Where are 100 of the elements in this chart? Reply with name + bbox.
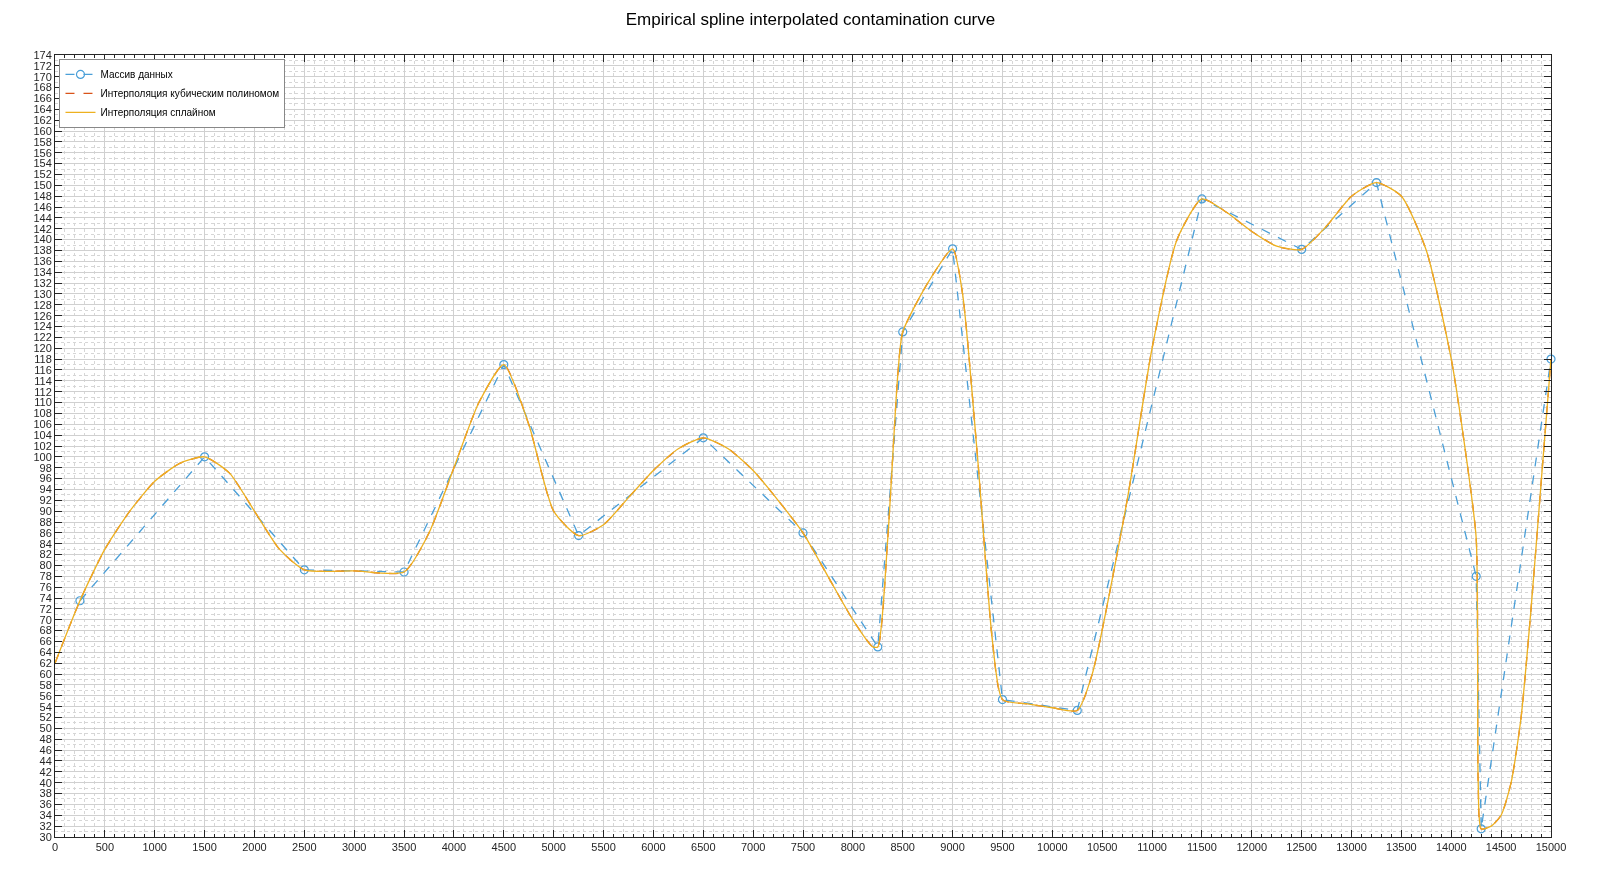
y-tick-label: 56 — [39, 689, 52, 702]
y-tick-label: 84 — [39, 537, 52, 550]
x-tick-label: 8000 — [840, 841, 866, 854]
y-tick-label: 126 — [33, 309, 52, 322]
y-tick-label: 116 — [34, 363, 52, 376]
y-tick-label: 76 — [39, 581, 52, 594]
y-tick-label: 80 — [39, 559, 52, 572]
y-tick-label: 86 — [39, 526, 52, 539]
y-tick-label: 94 — [39, 483, 52, 496]
y-tick-label: 146 — [33, 200, 52, 213]
y-tick-label: 46 — [39, 743, 52, 756]
y-tick-label: 102 — [33, 439, 52, 452]
y-tick-label: 122 — [33, 331, 52, 344]
y-tick-label: 32 — [39, 819, 52, 832]
y-tick-label: 104 — [33, 428, 52, 441]
y-tick-label: 106 — [33, 418, 52, 431]
y-tick-label: 130 — [33, 287, 52, 300]
y-tick-label: 98 — [39, 461, 52, 474]
x-tick-label: 0 — [51, 841, 59, 854]
y-tick-label: 38 — [39, 787, 52, 800]
y-tick-label: 132 — [33, 276, 52, 289]
y-tick-label: 52 — [39, 711, 52, 724]
y-tick-label: 42 — [39, 765, 52, 778]
x-tick-label: 8500 — [890, 841, 915, 854]
y-tick-label: 68 — [39, 624, 52, 637]
x-tick-label: 1500 — [192, 841, 217, 854]
y-tick-label: 138 — [33, 244, 52, 257]
x-tick-label: 3000 — [341, 841, 367, 854]
y-tick-label: 34 — [39, 809, 52, 822]
x-tick-label: 12000 — [1236, 841, 1268, 854]
y-tick-label: 150 — [33, 179, 52, 192]
x-tick-label: 3500 — [391, 841, 417, 854]
y-tick-label: 40 — [39, 776, 52, 789]
y-tick-label: 96 — [39, 472, 52, 485]
y-tick-label: 30 — [39, 830, 52, 843]
x-tick-label: 2000 — [242, 841, 267, 854]
y-tick-label: 48 — [39, 733, 52, 746]
y-tick-label: 128 — [33, 298, 52, 311]
x-tick-label: 500 — [95, 841, 115, 854]
y-tick-label: 62 — [39, 657, 52, 670]
y-tick-label: 148 — [33, 190, 52, 203]
y-tick-label: 144 — [33, 211, 52, 224]
y-tick-label: 72 — [39, 602, 52, 615]
y-tick-label: 54 — [39, 700, 52, 713]
legend-label: Массив данных — [100, 69, 173, 81]
y-tick-label: 66 — [39, 635, 52, 648]
y-tick-label: 108 — [33, 407, 52, 420]
x-tick-label: 4000 — [441, 841, 467, 854]
y-tick-label: 162 — [33, 114, 52, 127]
y-tick-label: 82 — [39, 548, 52, 561]
y-tick-label: 174 — [33, 48, 52, 61]
x-tick-label: 5000 — [541, 841, 566, 854]
y-tick-label: 44 — [39, 754, 52, 767]
y-tick-label: 142 — [33, 222, 52, 235]
x-tick-label: 12500 — [1286, 841, 1317, 854]
y-tick-label: 70 — [39, 613, 52, 626]
y-tick-label: 158 — [33, 135, 52, 148]
chart-title: Empirical spline interpolated contamination curve — [625, 10, 996, 30]
legend-label: Интерполяция сплайном — [100, 107, 216, 119]
y-tick-label: 64 — [39, 646, 52, 659]
x-tick-label: 14000 — [1435, 841, 1467, 854]
y-tick-label: 136 — [33, 255, 52, 268]
y-tick-label: 60 — [39, 667, 52, 680]
y-tick-label: 168 — [33, 81, 52, 94]
y-tick-label: 140 — [33, 233, 52, 246]
y-tick-label: 112 — [34, 385, 52, 398]
y-tick-label: 166 — [33, 92, 52, 105]
x-tick-label: 4500 — [491, 841, 517, 854]
x-tick-label: 14500 — [1485, 841, 1517, 854]
x-tick-label: 7000 — [740, 841, 766, 854]
x-tick-label: 10000 — [1037, 841, 1068, 854]
y-tick-label: 78 — [39, 570, 52, 583]
y-tick-label: 90 — [39, 505, 52, 518]
y-tick-label: 36 — [39, 798, 52, 811]
x-tick-label: 1000 — [142, 841, 167, 854]
x-tick-label: 5500 — [591, 841, 616, 854]
y-tick-label: 110 — [34, 396, 52, 409]
y-tick-label: 88 — [39, 515, 52, 528]
y-tick-label: 160 — [33, 124, 52, 137]
y-tick-label: 154 — [33, 157, 52, 170]
x-tick-label: 13500 — [1386, 841, 1417, 854]
y-tick-label: 92 — [39, 494, 52, 507]
y-tick-label: 120 — [33, 342, 52, 355]
x-tick-label: 2500 — [292, 841, 317, 854]
y-tick-label: 152 — [33, 168, 52, 181]
y-tick-label: 164 — [33, 103, 52, 116]
x-tick-label: 11500 — [1187, 841, 1217, 854]
y-tick-label: 100 — [33, 450, 52, 463]
x-tick-label: 15000 — [1535, 841, 1567, 854]
y-tick-label: 118 — [34, 352, 52, 365]
y-tick-label: 58 — [39, 678, 52, 691]
y-tick-label: 170 — [33, 70, 52, 83]
y-tick-label: 74 — [39, 591, 52, 604]
y-tick-label: 50 — [39, 722, 52, 735]
y-tick-label: 134 — [33, 266, 52, 279]
y-tick-label: 172 — [33, 59, 52, 72]
y-tick-label: 124 — [33, 320, 52, 333]
x-tick-label: 6500 — [691, 841, 716, 854]
x-tick-label: 6000 — [641, 841, 666, 854]
x-tick-label: 13000 — [1336, 841, 1367, 854]
